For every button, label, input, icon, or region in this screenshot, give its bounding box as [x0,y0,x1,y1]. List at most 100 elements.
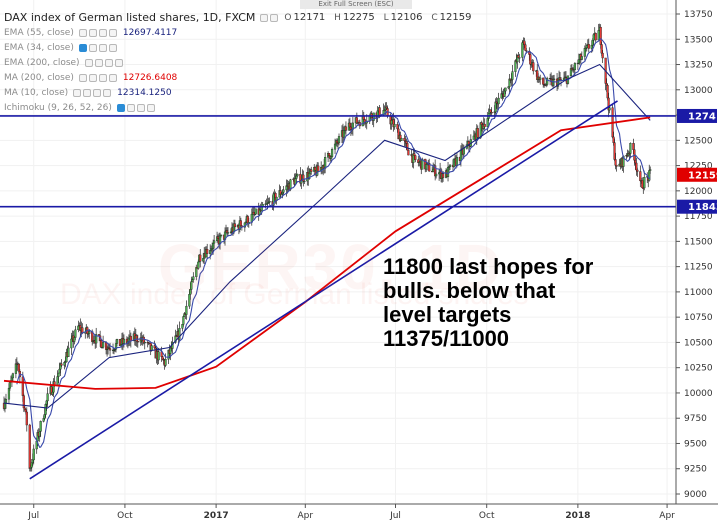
candle-body [74,329,77,338]
candle [636,167,639,177]
close-icon[interactable] [136,103,145,112]
exit-fullscreen-hint[interactable]: Exit Full Screen (ESC) [300,0,412,9]
time-axis[interactable]: Jul Oct 2017 Apr Jul Oct 2018 Apr [27,504,675,521]
indicator-controls[interactable] [116,103,155,112]
settings-icon[interactable] [126,103,135,112]
price-tick-label: 9750 [684,414,707,424]
candle-body [150,345,153,351]
close-icon[interactable] [104,58,113,67]
eye-icon[interactable] [73,88,82,97]
more-icon[interactable] [108,73,117,82]
candle-body [70,338,73,349]
more-icon[interactable] [114,58,123,67]
candle-body [206,249,209,254]
more-icon[interactable] [108,28,117,37]
candle-body [552,78,556,80]
candle-body [600,44,603,54]
more-icon[interactable] [103,88,112,97]
price-tick-label: 9000 [684,490,707,500]
candle [330,147,334,159]
candle [414,155,417,163]
candle-body [23,407,26,410]
candle-body [219,234,223,237]
settings-icon[interactable] [88,73,97,82]
candle-body [446,166,450,177]
candle-body [480,122,483,125]
close-icon[interactable] [98,28,107,37]
indicator-row[interactable]: EMA (55, close) 12697.4117 [4,25,477,40]
indicator-controls[interactable] [73,88,112,97]
indicator-row[interactable]: Ichimoku (9, 26, 52, 26) [4,100,477,115]
settings-icon[interactable] [270,13,279,22]
candle-body [199,254,202,262]
candle-body [226,232,230,234]
indicator-controls[interactable] [78,43,117,52]
close-icon[interactable] [98,73,107,82]
eye-icon[interactable] [116,103,125,112]
eye-icon[interactable] [78,73,87,82]
candle [337,133,341,146]
candle-body [407,149,410,156]
candle-body [455,157,459,166]
candle-body [58,368,61,374]
eye-icon[interactable] [78,28,87,37]
candle [233,219,237,232]
candle-body [525,50,528,52]
more-icon[interactable] [146,103,155,112]
candle-body [282,189,285,193]
candle-body [3,403,7,409]
price-tick-label: 11250 [684,263,713,273]
candle-body [551,79,555,86]
ema55-line [3,63,651,409]
candle [615,164,618,172]
eye-icon[interactable] [84,58,93,67]
candle-body [213,240,216,244]
candle [601,49,604,63]
indicator-label: MA (200, close) [4,72,74,83]
candle [143,340,146,350]
price-axis[interactable]: 1375013500132501300012750125001225012000… [676,10,713,500]
candle-body [42,418,45,422]
candle-body [438,172,441,175]
indicator-controls[interactable] [78,73,117,82]
close-icon[interactable] [93,88,102,97]
candle-body [329,156,333,159]
eye-icon[interactable] [260,13,269,22]
indicator-controls[interactable] [78,28,117,37]
settings-icon[interactable] [88,43,97,52]
candle [185,300,188,320]
candle-body [67,347,70,357]
candle-body [511,71,514,80]
candle-body [181,324,184,329]
title-controls[interactable] [260,13,279,22]
candle-body [504,87,507,92]
settings-icon[interactable] [88,28,97,37]
candle-body [296,173,299,177]
candle [178,321,181,341]
indicator-controls[interactable] [84,58,123,67]
settings-icon[interactable] [83,88,92,97]
more-icon[interactable] [108,43,117,52]
settings-icon[interactable] [94,58,103,67]
candle-body [612,136,615,143]
candle-body [303,180,306,183]
candle-body [60,363,63,366]
candle-body [494,101,497,113]
candle-body [489,109,492,113]
candle-body [182,316,185,325]
time-tick-label: Jul [27,511,39,521]
candle-body [524,44,527,51]
candle-body [634,159,637,164]
price-label-box [677,167,717,182]
eye-icon[interactable] [78,43,87,52]
candle-body [108,348,112,351]
indicator-row[interactable]: EMA (200, close) [4,55,477,70]
candle-body [330,149,334,157]
indicator-row[interactable]: MA (200, close) 12726.6408 [4,70,477,85]
close-icon[interactable] [98,43,107,52]
indicator-row[interactable]: EMA (34, close) [4,40,477,55]
candle-body [77,325,80,331]
indicator-row[interactable]: MA (10, close) 12314.1250 [4,85,477,100]
